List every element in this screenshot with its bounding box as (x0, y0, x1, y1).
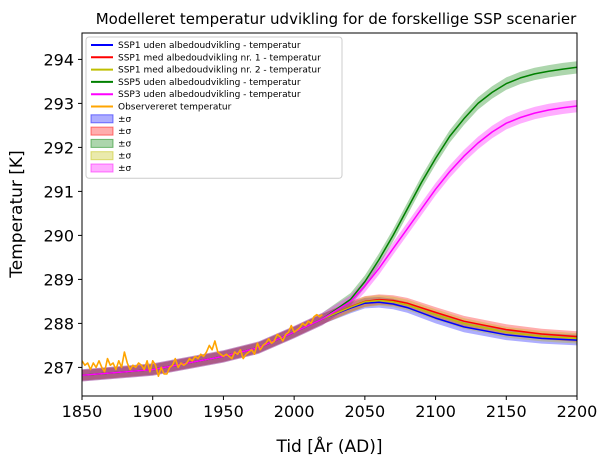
legend-label: ±σ (118, 139, 132, 149)
y-axis-label: Temperatur [K] (7, 150, 27, 278)
series-line-4 (82, 105, 577, 377)
series-line-5 (82, 313, 323, 378)
x-tick-label: 2100 (415, 402, 456, 421)
legend-band-swatch (90, 114, 114, 124)
x-tick-label: 2200 (557, 402, 598, 421)
legend-label: SSP3 uden albedoudvikling - temperatur (118, 90, 301, 100)
y-tick-label: 288 (43, 314, 74, 333)
legend-label: SSP1 med albedoudvikling nr. 2 - tempera… (118, 66, 321, 76)
y-tick-label: 287 (43, 358, 74, 377)
y-tick-label: 292 (43, 138, 74, 157)
x-axis-label: Tid [År (AD)] (275, 435, 382, 457)
x-tick-label: 1850 (62, 402, 103, 421)
x-tick-label: 2000 (274, 402, 315, 421)
y-tick-label: 293 (43, 94, 74, 113)
legend-label: ±σ (118, 115, 132, 125)
series-lines (82, 66, 577, 378)
legend-box (85, 36, 343, 179)
x-tick-label: 1950 (203, 402, 244, 421)
legend-label: Observereret temperatur (118, 103, 232, 113)
legend-band-swatch (90, 138, 114, 148)
legend-label: ±σ (118, 127, 132, 137)
legend-label: SSP5 uden albedoudvikling - temperatur (118, 78, 301, 88)
legend-label: ±σ (118, 164, 132, 174)
legend-band-swatch (90, 163, 114, 173)
sigma-band-3 (82, 61, 577, 382)
legend-label: SSP1 uden albedoudvikling - temperatur (118, 41, 301, 51)
legend: SSP1 uden albedoudvikling - temperatur SS… (85, 36, 343, 179)
y-tick-label: 289 (43, 270, 74, 289)
x-tick-label: 2050 (344, 402, 385, 421)
x-tick-label: 2150 (486, 402, 527, 421)
y-axis: 287 288 289 290 291 292 293 294 (43, 50, 82, 377)
chart-title: Modelleret temperatur udvikling for de f… (96, 10, 577, 28)
y-tick-label: 291 (43, 182, 74, 201)
plot-frame (81, 32, 578, 397)
legend-band-swatch (90, 151, 114, 161)
x-axis: 1850 1900 1950 2000 2050 2100 2150 2200 (62, 396, 598, 421)
legend-band-swatch (90, 126, 114, 136)
x-tick-label: 1900 (132, 402, 173, 421)
y-tick-label: 290 (43, 226, 74, 245)
y-tick-label: 294 (43, 50, 74, 69)
legend-label: SSP1 med albedoudvikling nr. 1 - tempera… (118, 53, 321, 63)
legend-label: ±σ (118, 152, 132, 162)
sigma-band-4 (82, 99, 577, 382)
